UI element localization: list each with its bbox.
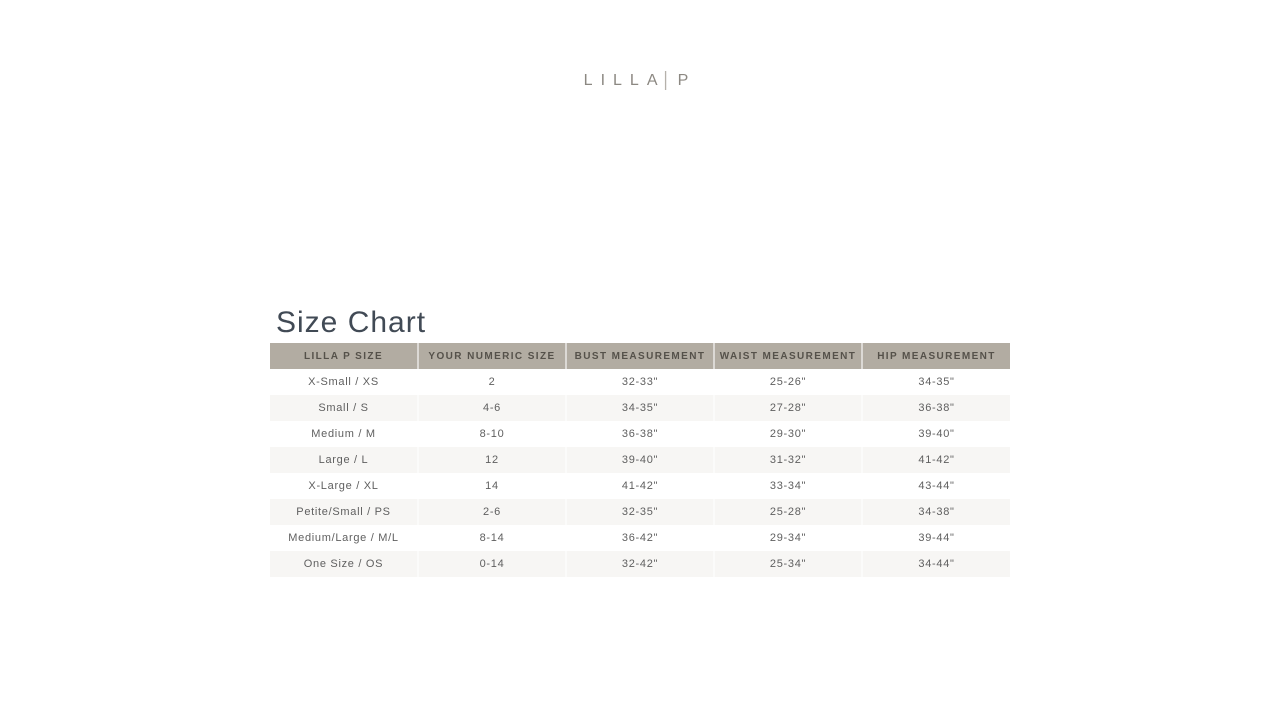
table-cell: 41-42" — [565, 473, 714, 499]
table-cell: X-Large / XL — [308, 480, 379, 492]
table-cell: 36-38" — [861, 395, 1010, 421]
table-cell: 29-34" — [713, 525, 862, 551]
size-chart-table: LILLA P SIZE YOUR NUMERIC SIZE BUST MEASUR… — [270, 343, 1010, 577]
table-cell: Petite/Small / PS — [296, 506, 391, 518]
column-header: YOUR NUMERIC SIZE — [417, 343, 566, 369]
table-cell: 25-34" — [713, 551, 862, 577]
table-cell: Large / L — [318, 454, 369, 466]
table-cell: Small / S — [318, 402, 369, 414]
table-cell: 0-14 — [417, 551, 566, 577]
table-row: Medium/Large / M/L 8-14 36-42" 29-34" 39-44" — [270, 525, 1010, 551]
table-cell: 34-44" — [861, 551, 1010, 577]
table-cell: 33-34" — [713, 473, 862, 499]
table-cell: 36-42" — [565, 525, 714, 551]
table-cell: Medium / M — [311, 428, 376, 440]
brand-logo[interactable]: LILLA | P — [583, 69, 697, 91]
brand-logo-right: P — [677, 72, 697, 89]
table-cell: 2-6 — [417, 499, 566, 525]
table-cell: 32-33" — [565, 369, 714, 395]
column-header: BUST MEASUREMENT — [565, 343, 714, 369]
table-row: Petite/Small / PS 2-6 32-35" 25-28" 34-38" — [270, 499, 1010, 525]
table-cell: 8-10 — [417, 421, 566, 447]
table-cell: 8-14 — [417, 525, 566, 551]
table-cell: 34-35" — [861, 369, 1010, 395]
site-header: LILLA | P — [0, 0, 1280, 91]
column-header: WAIST MEASUREMENT — [713, 343, 862, 369]
size-chart-header: LILLA P SIZE YOUR NUMERIC SIZE BUST MEASUR… — [270, 343, 1010, 369]
table-header-row: LILLA P SIZE YOUR NUMERIC SIZE BUST MEASUR… — [270, 343, 1010, 369]
table-cell: 25-28" — [713, 499, 862, 525]
table-cell: 39-40" — [565, 447, 714, 473]
table-cell: One Size / OS — [303, 558, 384, 570]
table-row: X-Large / XL 14 41-42" 33-34" 43-44" — [270, 473, 1010, 499]
table-row: Large / L 12 39-40" 31-32" 41-42" — [270, 447, 1010, 473]
column-header: LILLA P SIZE — [270, 343, 418, 369]
table-cell: Medium/Large / M/L — [288, 532, 399, 544]
content-area: Size Chart LILLA P SIZE YOUR NUMERIC SIZE… — [270, 306, 1010, 577]
table-cell: 27-28" — [713, 395, 862, 421]
table-cell: 34-35" — [565, 395, 714, 421]
table-cell: 39-40" — [861, 421, 1010, 447]
table-cell: 4-6 — [417, 395, 566, 421]
brand-logo-divider: | — [663, 69, 676, 91]
brand-logo-left: LILLA — [583, 72, 666, 89]
column-header: HIP MEASUREMENT — [861, 343, 1010, 369]
size-chart-body: X-Small / XS 2 32-33" 25-26" 34-35" Small / S… — [270, 369, 1010, 577]
table-cell: 29-30" — [713, 421, 862, 447]
table-row: One Size / OS 0-14 32-42" 25-34" 34-44" — [270, 551, 1010, 577]
table-cell: 39-44" — [861, 525, 1010, 551]
table-cell: 25-26" — [713, 369, 862, 395]
table-row: Small / S 4-6 34-35" 27-28" 36-38" — [270, 395, 1010, 421]
table-cell: 2 — [417, 369, 566, 395]
page-title: Size Chart — [276, 306, 427, 339]
table-cell: 43-44" — [861, 473, 1010, 499]
table-cell: 12 — [417, 447, 566, 473]
table-cell: 34-38" — [861, 499, 1010, 525]
table-cell: 32-42" — [565, 551, 714, 577]
table-cell: X-Small / XS — [308, 376, 379, 388]
table-cell: 14 — [417, 473, 566, 499]
table-cell: 31-32" — [713, 447, 862, 473]
table-cell: 41-42" — [861, 447, 1010, 473]
table-cell: 36-38" — [565, 421, 714, 447]
table-cell: 32-35" — [565, 499, 714, 525]
table-row: Medium / M 8-10 36-38" 29-30" 39-40" — [270, 421, 1010, 447]
table-row: X-Small / XS 2 32-33" 25-26" 34-35" — [270, 369, 1010, 395]
